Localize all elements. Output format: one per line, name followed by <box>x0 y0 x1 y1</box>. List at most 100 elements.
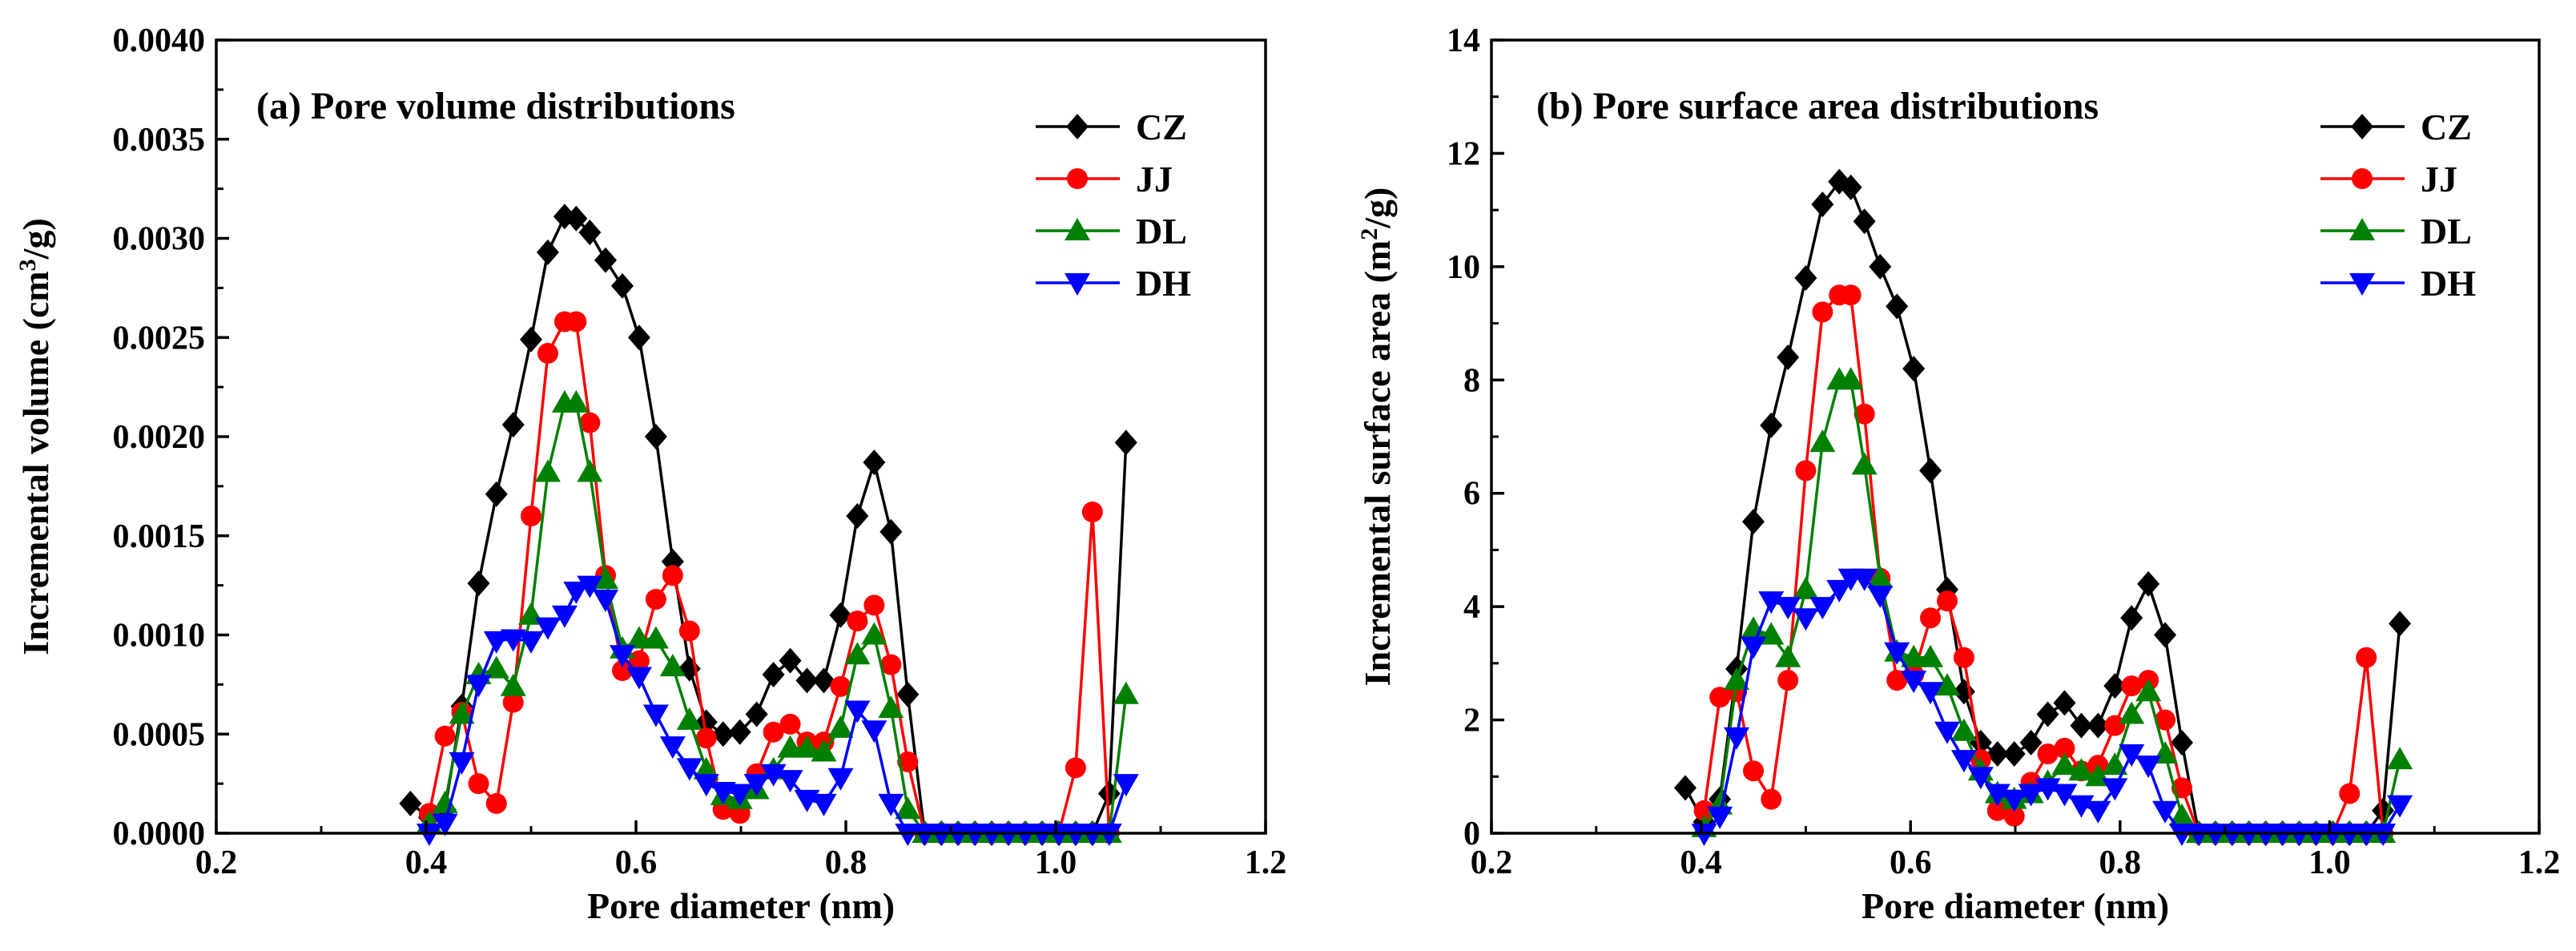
data-point-dh <box>416 824 442 846</box>
data-point-jj <box>2155 709 2176 731</box>
data-point-dh <box>465 675 492 698</box>
data-point-dh <box>2102 778 2128 801</box>
legend-label: CZ <box>1136 107 1187 147</box>
data-point-cz <box>578 220 602 246</box>
x-tick-label: 0.8 <box>825 844 867 881</box>
data-point-dh <box>1707 806 1733 829</box>
data-point-dh <box>2018 784 2044 807</box>
data-point-dh <box>1967 767 1994 790</box>
data-point-jj <box>1693 800 1715 821</box>
data-point-jj <box>830 675 851 697</box>
data-point-cz <box>728 719 751 745</box>
data-point-dh <box>563 582 590 605</box>
y-tick-label: 8 <box>1463 362 1480 399</box>
data-point-cz <box>2389 610 2412 637</box>
data-point-dh <box>1851 568 1878 591</box>
data-point-jj <box>611 660 633 682</box>
data-point-dl <box>2051 752 2078 776</box>
legend-label: DH <box>1136 263 1191 304</box>
data-point-dh <box>609 645 635 668</box>
data-point-cz <box>1902 356 1926 382</box>
data-point-jj <box>579 412 601 433</box>
data-point-dh <box>1691 824 1717 846</box>
data-point-jj <box>502 691 524 713</box>
data-point-dh <box>996 824 1022 846</box>
data-point-jj <box>1081 502 1103 523</box>
data-point-dh <box>500 629 526 652</box>
data-point-jj <box>2104 715 2126 736</box>
y-axis-title: Incremental surface area (m2/g) <box>1356 187 1398 687</box>
data-point-dl <box>1809 429 1836 453</box>
data-point-dh <box>962 824 988 846</box>
data-point-dl <box>844 642 871 665</box>
legend: CZ JJ DL DH <box>2320 107 2476 304</box>
data-point-dh <box>811 793 837 816</box>
data-point-cz <box>594 247 618 273</box>
data-point-dh <box>2152 800 2179 824</box>
data-point-jj <box>1854 403 1875 425</box>
y-tick-label: 0.0035 <box>113 122 206 159</box>
data-point-dl <box>449 701 475 724</box>
data-point-cz <box>1969 729 1992 756</box>
legend-marker <box>1067 168 1088 189</box>
x-tick-label: 1.0 <box>1035 844 1077 881</box>
data-point-dl <box>2119 701 2145 724</box>
y-tick-label: 0.0020 <box>113 419 206 456</box>
y-tick-label: 0.0000 <box>113 816 206 852</box>
data-point-jj <box>468 773 489 795</box>
data-point-cz <box>1794 265 1817 291</box>
data-point-cz <box>399 790 422 816</box>
data-point-dh <box>2370 824 2397 846</box>
data-point-cz <box>565 205 588 232</box>
series-cz <box>399 203 1137 846</box>
data-point-cz <box>829 602 852 628</box>
y-tick-label: 0.0005 <box>113 716 206 753</box>
data-point-dh <box>1793 608 1819 631</box>
data-point-dh <box>2085 800 2111 824</box>
data-point-cz <box>610 272 634 299</box>
data-point-dl <box>2102 752 2128 776</box>
legend-marker <box>2351 114 2373 139</box>
data-point-jj <box>2356 647 2377 668</box>
data-point-cz <box>1853 208 1876 235</box>
data-point-jj <box>897 751 919 772</box>
data-point-cz <box>2053 690 2076 716</box>
data-point-dh <box>1113 774 1139 797</box>
legend-item-dh: DH <box>2320 263 2476 304</box>
legend-item-jj: JJ <box>2320 159 2457 199</box>
data-point-dh <box>1884 642 1910 665</box>
data-point-jj <box>695 727 717 749</box>
data-point-cz <box>2154 622 2177 648</box>
data-point-dh <box>928 824 955 846</box>
series-dh <box>1691 568 2413 846</box>
data-point-jj <box>847 610 868 632</box>
series-jj <box>1693 284 2394 844</box>
series-jj <box>418 311 1120 844</box>
legend-label: JJ <box>2421 159 2457 199</box>
chart-panel-b: 0.2 0.4 0.6 0.8 1.0 1.2 0 2 4 6 8 10 12 14 Pore diamet… <box>1356 22 2560 926</box>
x-tick-label: 1.2 <box>2518 844 2561 881</box>
data-point-dh <box>659 736 686 760</box>
data-point-cz <box>2070 712 2093 739</box>
data-point-dh <box>693 774 719 797</box>
data-point-dl <box>626 626 652 649</box>
legend-marker <box>2349 273 2375 296</box>
data-point-jj <box>566 311 587 332</box>
data-point-jj <box>1812 301 1833 323</box>
data-point-dh <box>2051 784 2078 807</box>
x-tick-label: 0.8 <box>2099 844 2142 881</box>
data-point-dh <box>2303 824 2329 846</box>
data-point-jj <box>1986 800 2008 821</box>
data-point-cz <box>1886 293 1909 320</box>
data-point-cz <box>795 667 819 694</box>
data-point-jj <box>1743 760 1764 782</box>
legend-label: CZ <box>2421 107 2472 147</box>
data-point-dh <box>895 824 921 846</box>
data-point-jj <box>1777 670 1799 691</box>
data-point-cz <box>467 570 490 597</box>
data-point-jj <box>2121 675 2143 697</box>
data-point-dh <box>861 720 888 743</box>
data-point-dh <box>1028 824 1055 846</box>
data-point-cz <box>896 681 920 707</box>
